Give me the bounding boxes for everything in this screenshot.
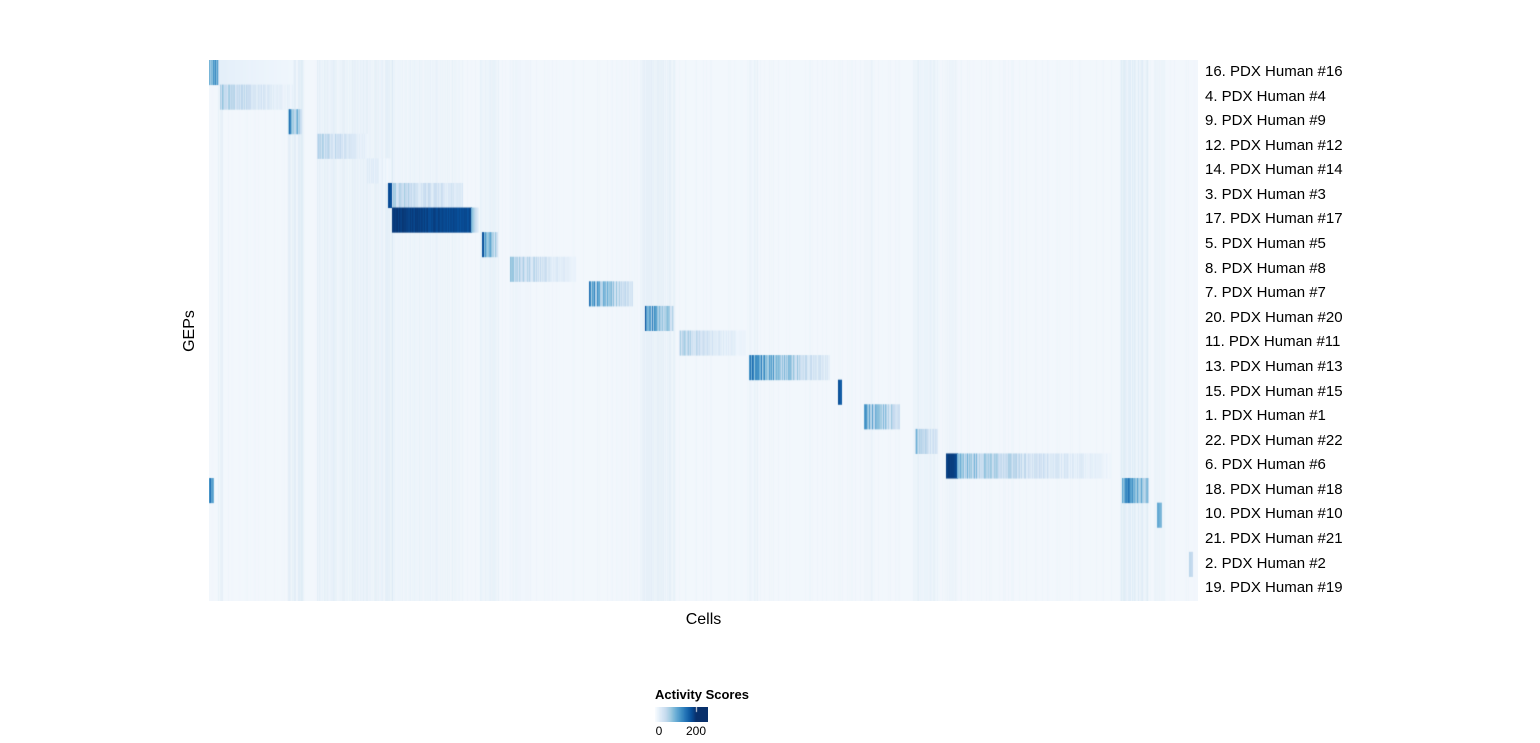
row-label: 12. PDX Human #12 xyxy=(1205,136,1343,154)
row-label: 21. PDX Human #21 xyxy=(1205,529,1343,547)
y-axis-label: GEPs xyxy=(181,310,198,352)
legend-tick-max: 200 xyxy=(685,724,707,738)
row-label: 11. PDX Human #11 xyxy=(1205,333,1341,351)
row-label: 3. PDX Human #3 xyxy=(1205,185,1326,203)
row-label: 10. PDX Human #10 xyxy=(1205,505,1343,523)
row-label: 14. PDX Human #14 xyxy=(1205,161,1343,179)
row-label: 5. PDX Human #5 xyxy=(1205,235,1326,253)
row-label: 1. PDX Human #1 xyxy=(1205,407,1326,425)
row-label: 15. PDX Human #15 xyxy=(1205,382,1343,400)
legend-ticks: 0 200 xyxy=(655,724,795,738)
row-label: 8. PDX Human #8 xyxy=(1205,259,1326,277)
row-label: 2. PDX Human #2 xyxy=(1205,554,1326,572)
row-label: 22. PDX Human #22 xyxy=(1205,431,1343,449)
row-label: 6. PDX Human #6 xyxy=(1205,456,1326,474)
row-label: 4. PDX Human #4 xyxy=(1205,87,1326,105)
row-label: 7. PDX Human #7 xyxy=(1205,284,1326,302)
legend-title: Activity Scores xyxy=(655,687,749,702)
row-label: 17. PDX Human #17 xyxy=(1205,210,1343,228)
row-label: 9. PDX Human #9 xyxy=(1205,112,1326,130)
legend-tick-min: 0 xyxy=(655,724,663,738)
row-label: 20. PDX Human #20 xyxy=(1205,308,1343,326)
legend: Activity Scores 0 200 xyxy=(655,687,795,738)
x-axis-label: Cells xyxy=(685,611,722,628)
heatmap-canvas xyxy=(209,60,1198,601)
row-labels: 16. PDX Human #16 4. PDX Human #4 9. PDX H… xyxy=(1205,60,1343,601)
row-label: 16. PDX Human #16 xyxy=(1205,63,1343,80)
row-label: 19. PDX Human #19 xyxy=(1205,579,1343,597)
row-label: 18. PDX Human #18 xyxy=(1205,480,1343,498)
row-label: 13. PDX Human #13 xyxy=(1205,357,1343,375)
legend-gradient-bar xyxy=(655,707,708,722)
